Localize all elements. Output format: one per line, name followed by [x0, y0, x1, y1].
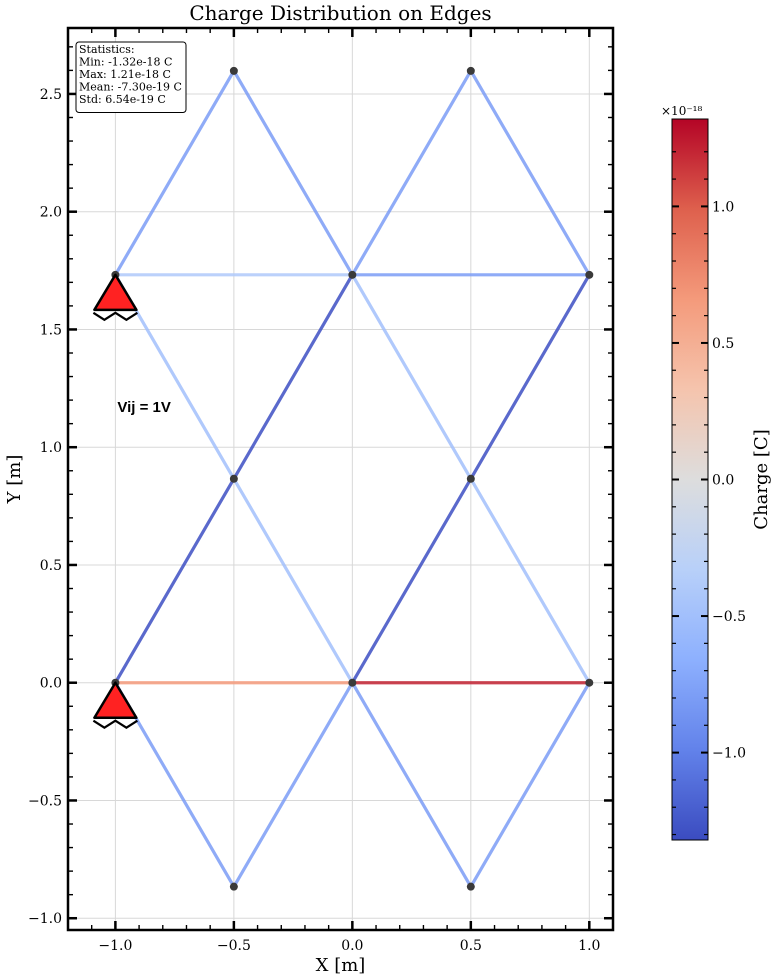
edge-n2-n5 [350, 69, 473, 277]
edge-n12-n10 [469, 681, 591, 889]
y-tick-label: 0.0 [40, 676, 62, 692]
edge-n2-n7 [350, 273, 473, 481]
node-n5 [466, 66, 475, 75]
chart-title: Charge Distribution on Edges [189, 1, 491, 25]
stats-line: Statistics: [79, 43, 135, 56]
stats-line: Std: 6.54e-19 C [79, 93, 166, 106]
x-tick-label: −1.0 [98, 938, 132, 954]
y-axis-label: Y [m] [4, 455, 25, 505]
ground-zigzag [92, 719, 138, 730]
stats-line: Max: 1.21e-18 C [79, 68, 171, 81]
colorbar-tick-label: −0.5 [712, 609, 746, 625]
edge-n6-n8 [113, 477, 236, 685]
x-tick-label: 1.0 [578, 938, 600, 954]
edge-n7-n9 [350, 477, 473, 685]
x-tick-label: 0.5 [460, 938, 482, 954]
node-n12 [466, 882, 475, 891]
colorbar-label: Charge [C] [751, 429, 772, 529]
y-tick-label: 2.5 [40, 87, 62, 103]
node-n2 [348, 270, 357, 279]
grid [68, 28, 613, 930]
x-tick-label: 0.0 [341, 938, 363, 954]
y-tick-label: −0.5 [28, 793, 62, 809]
node-n4 [229, 66, 238, 75]
voltage-sources [92, 273, 138, 730]
axes: −1.0 −0.5 0.0 0.5 1.0 −1.0 −0.5 0.0 0.5 1.0 1.5 2.0… [28, 26, 615, 954]
colorbar-tick-label: 0.5 [712, 336, 734, 352]
colorbar-tick-label: 0.0 [712, 473, 734, 489]
plot-area [68, 28, 613, 930]
edge-n11-n9 [232, 681, 354, 889]
y-tick-label: 1.0 [40, 440, 62, 456]
voltage-source-icon [92, 681, 138, 730]
node-n9 [348, 678, 357, 687]
edge-n5-n3 [469, 69, 591, 277]
source-triangle [93, 681, 138, 719]
node-n6 [229, 474, 238, 483]
colorbar-tick-label: 1.0 [712, 199, 734, 215]
axes-frame [66, 26, 615, 932]
edge-n7-n10 [469, 477, 591, 685]
voltage-source-icon [92, 273, 138, 322]
y-tick-label: 0.5 [40, 558, 62, 574]
node-n3 [585, 270, 594, 279]
x-axis-label: X [m] [316, 955, 366, 976]
node-n7 [466, 474, 475, 483]
edge-n6-n9 [232, 477, 354, 685]
y-tick-label: 1.5 [40, 322, 62, 338]
y-tick-label: −1.0 [28, 911, 62, 927]
edge-n9-n12 [350, 681, 473, 889]
edge-n7-n3 [469, 273, 591, 481]
source-triangle [93, 273, 138, 312]
voltage-annotation: Vij = 1V [117, 399, 171, 416]
edges [113, 69, 591, 889]
edge-n1-n4 [113, 69, 236, 277]
y-tick-label: 2.0 [40, 205, 62, 221]
colorbar-tick-label: −1.0 [712, 746, 746, 762]
edge-n4-n2 [232, 69, 354, 277]
x-tick-label: −0.5 [217, 938, 251, 954]
stats-line: Mean: -7.30e-19 C [79, 81, 182, 94]
colorbar: −1.0 −0.5 0.0 0.5 1.0 ×10⁻¹⁸ Charge [C] [661, 104, 772, 841]
node-n11 [229, 882, 238, 891]
stats-line: Min: -1.32e-18 C [79, 56, 172, 69]
node-n10 [585, 678, 594, 687]
ground-zigzag [92, 311, 138, 322]
edge-n6-n2 [232, 273, 354, 481]
colorbar-exponent: ×10⁻¹⁸ [661, 104, 702, 118]
